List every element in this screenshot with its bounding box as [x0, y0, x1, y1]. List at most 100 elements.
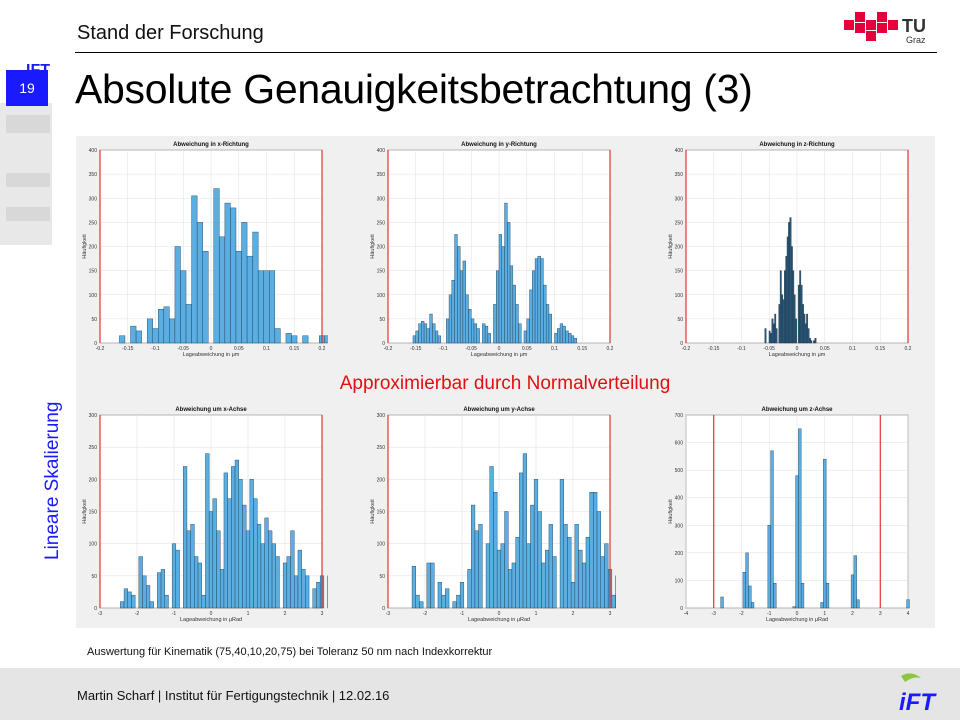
y-axis-label: Häufigkeit [668, 499, 674, 524]
bar [585, 537, 590, 609]
x-tick-label: 3 [879, 611, 882, 617]
bar [190, 524, 195, 609]
bar [246, 255, 253, 344]
y-axis-label: Häufigkeit [370, 234, 376, 259]
bar [810, 340, 813, 344]
y-tick-label: 50 [677, 317, 683, 323]
bar [568, 333, 572, 344]
bar [554, 333, 558, 344]
x-tick-label: -0.1 [737, 346, 746, 352]
bar [474, 530, 479, 609]
bar [508, 569, 513, 609]
y-tick-label: 0 [680, 341, 683, 347]
y-tick-label: 250 [675, 220, 684, 226]
x-tick-label: 0.15 [289, 346, 299, 352]
x-tick-label: -2 [739, 611, 744, 617]
header-divider [75, 52, 937, 53]
bar [567, 537, 572, 609]
bar [421, 321, 425, 344]
bar [305, 575, 310, 609]
bar [465, 294, 469, 344]
x-tick-label: 0.15 [875, 346, 885, 352]
x-tick-label: 0.15 [577, 346, 587, 352]
bar [800, 284, 803, 344]
x-tick-label: -0.05 [764, 346, 776, 352]
bar [532, 270, 536, 344]
bar [804, 323, 807, 344]
x-tick-label: 1 [535, 611, 538, 617]
bar [163, 306, 170, 344]
bar [130, 325, 137, 344]
bar [437, 582, 442, 609]
y-tick-label: 200 [89, 477, 98, 483]
bar [604, 543, 609, 609]
bar [191, 195, 198, 344]
bar [574, 524, 579, 609]
bar [418, 323, 422, 344]
y-tick-label: 400 [89, 148, 98, 154]
y-tick-label: 100 [89, 542, 98, 548]
x-axis-label: Lageabweichung in μRad [766, 617, 828, 623]
bar [423, 323, 428, 344]
x-tick-label: -0.2 [384, 346, 393, 352]
bar [119, 335, 126, 344]
bar [806, 313, 809, 344]
histogram-z-achse: 0 100 200 300 400 500 600 700 -4 -3 -2 -1 0 1 2 3 4 Abwei… [668, 407, 910, 623]
bar [562, 325, 566, 344]
y-tick-label: 150 [675, 269, 684, 275]
bar [459, 582, 465, 609]
bar [164, 594, 169, 609]
bar [522, 453, 527, 609]
bar [446, 318, 450, 344]
y-tick-label: 400 [675, 148, 684, 154]
bar [798, 428, 802, 609]
bar [853, 555, 857, 609]
y-tick-label: 350 [675, 172, 684, 178]
bar [795, 318, 797, 344]
bar [445, 588, 450, 609]
ift-watermark-icon: IFT [0, 62, 52, 245]
y-tick-label: 300 [89, 196, 98, 202]
bar [219, 236, 226, 344]
bar [507, 222, 511, 344]
y-tick-label: 400 [377, 148, 386, 154]
y-tick-label: 50 [91, 574, 97, 580]
bar [541, 562, 546, 609]
bar [282, 562, 288, 609]
x-tick-label: 2 [572, 611, 575, 617]
chart-title: Abweichung in z-Richtung [759, 142, 835, 148]
bar [789, 217, 792, 344]
bar [485, 543, 490, 609]
bar [573, 337, 577, 344]
bar [312, 588, 317, 609]
bar [814, 337, 817, 344]
bar [476, 328, 480, 344]
bar [149, 601, 154, 609]
bar [793, 294, 796, 344]
bar [434, 330, 439, 344]
bar [224, 202, 231, 344]
bar [803, 313, 806, 344]
y-tick-label: 200 [377, 477, 386, 483]
bar [496, 270, 500, 344]
bar [548, 524, 553, 609]
bar [185, 304, 192, 344]
bar [813, 340, 815, 344]
x-tick-label: -0.15 [410, 346, 422, 352]
x-tick-label: 0 [796, 611, 799, 617]
bar [799, 270, 802, 344]
y-tick-label: 500 [675, 468, 684, 474]
bar [570, 582, 576, 609]
y-tick-label: 0 [382, 341, 385, 347]
bar [264, 517, 269, 609]
chart-title: Abweichung in y-Richtung [461, 142, 537, 148]
bar [518, 323, 522, 344]
x-tick-label: -0.2 [682, 346, 691, 352]
page-title: Absolute Genauigkeitsbetrachtung (3) [75, 66, 753, 112]
x-tick-label: -0.15 [708, 346, 720, 352]
footer-text: Martin Scharf | Institut für Fertigungst… [77, 688, 390, 703]
x-tick-label: -1 [172, 611, 177, 617]
bar [802, 304, 804, 344]
bar [459, 270, 464, 344]
x-tick-label: -0.05 [466, 346, 478, 352]
